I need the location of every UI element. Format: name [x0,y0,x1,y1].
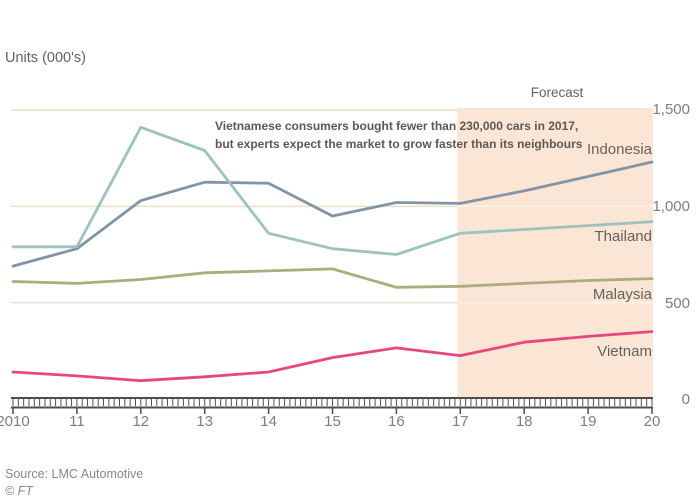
series-label-vietnam: Vietnam [597,343,652,360]
x-tick-label-16: 16 [388,413,405,430]
y-tick-label-500: 500 [664,295,690,312]
series-label-indonesia: Indonesia [586,141,652,158]
series-line-malaysia [11,267,654,289]
series-line-vietnam [11,330,654,383]
x-tick-label-13: 13 [196,413,214,430]
y-axis-units-title: Units (000's) [5,50,86,66]
series-line-thailand [11,125,654,256]
x-tick-label-11: 11 [69,413,85,430]
annotation-line-1: Vietnamese consumers bought fewer than 2… [215,119,579,133]
x-tick-label-18: 18 [515,413,533,430]
x-axis-year-ticks [12,408,653,414]
source-credit: Source: LMC Automotive [5,467,144,481]
x-tick-label-14: 14 [260,413,277,430]
x-tick-label-17: 17 [451,413,469,430]
x-tick-label-2010: 2010 [0,413,30,430]
y-tick-label-1000: 1,000 [652,198,690,215]
x-tick-label-20: 20 [643,413,661,430]
y-tick-label-1500: 1,500 [652,101,690,118]
x-tick-label-15: 15 [324,413,341,430]
annotation-line-2: but experts expect the market to grow fa… [215,137,583,151]
x-axis-minor-ticks [12,399,653,406]
chart-annotation: Vietnamese consumers bought fewer than 2… [215,117,582,153]
ft-copyright: © FT [5,484,33,498]
x-tick-label-19: 19 [579,413,597,430]
series-label-malaysia: Malaysia [592,286,652,303]
series-label-thailand: Thailand [594,228,652,245]
y-tick-label-0: 0 [681,391,690,408]
forecast-label: Forecast [530,85,584,100]
series-line-indonesia [11,160,654,268]
x-tick-label-12: 12 [132,413,150,430]
